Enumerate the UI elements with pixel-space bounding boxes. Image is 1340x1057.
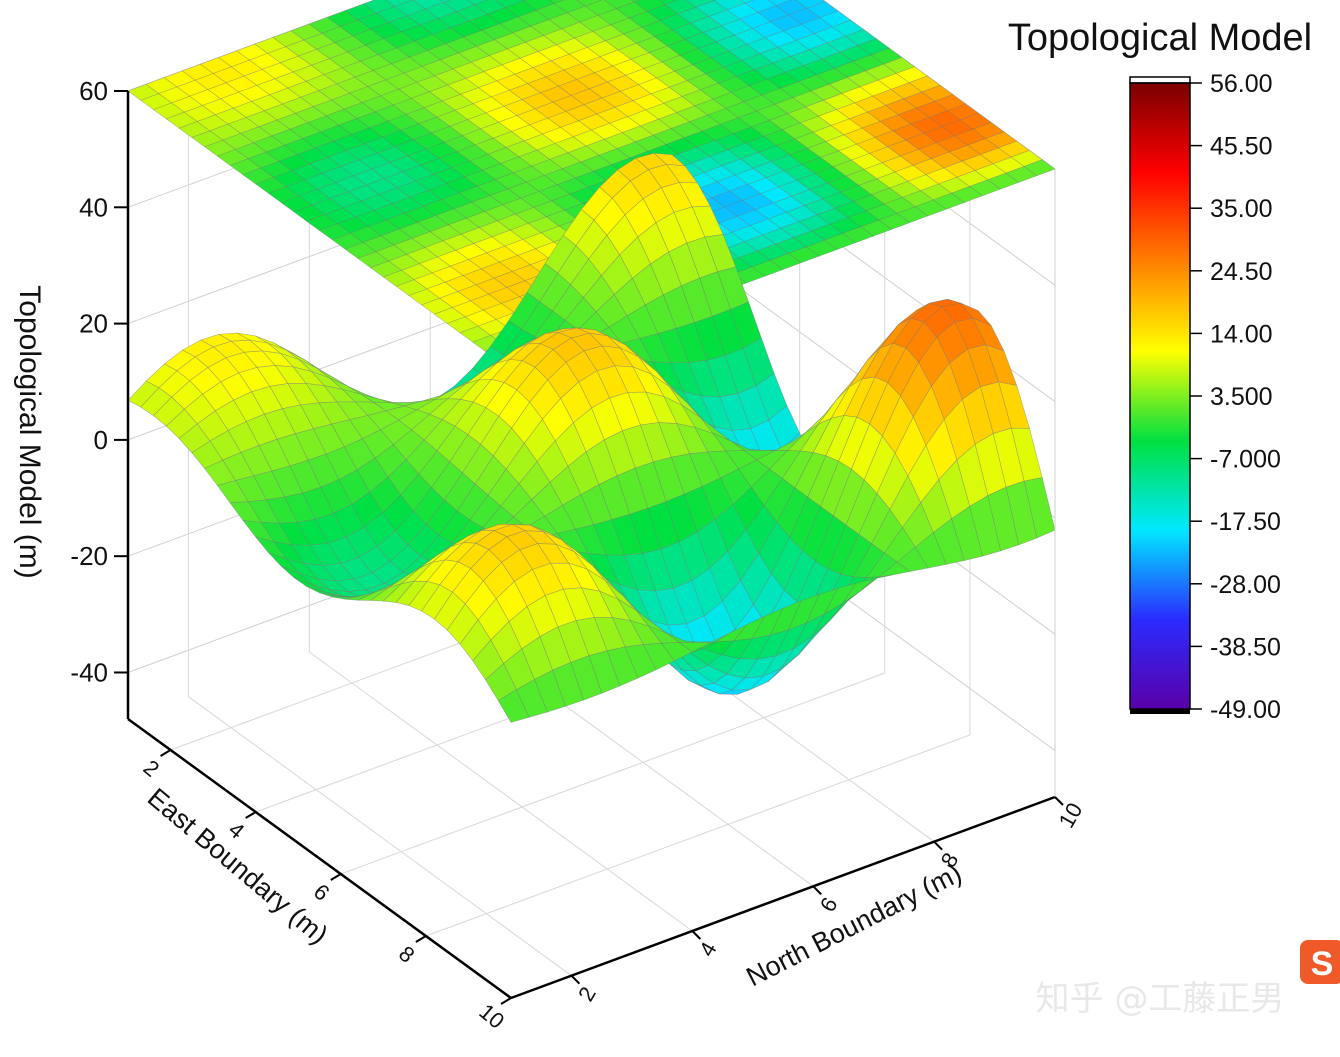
colorbar-tick-label: -38.50 [1210, 633, 1281, 661]
colorbar-tick-label: 35.00 [1210, 195, 1273, 223]
x-tick [245, 811, 257, 819]
grid-line [309, 651, 693, 932]
watermark-text: 知乎 @工藤正男 [1036, 979, 1285, 1019]
y-tick [1054, 796, 1064, 806]
y-tick-label: 6 [815, 893, 843, 916]
contour-cell [658, 0, 679, 5]
y-tick [933, 840, 943, 851]
contour-cell [521, 0, 527, 2]
x-tick [500, 997, 512, 1005]
contour-cell [467, 0, 489, 6]
contour-cell [713, 0, 717, 1]
z-tick-label: 20 [79, 309, 108, 339]
contour-cell [439, 0, 452, 3]
grid-line [425, 734, 971, 937]
colorbar-tick-label: 24.50 [1210, 258, 1273, 286]
x-tick-label: 2 [139, 755, 164, 782]
x-tick [330, 873, 342, 881]
colorbar-tick-label: 56.00 [1210, 70, 1273, 98]
y-tick-label: 10 [1054, 798, 1088, 832]
colorbar-tick-label: -17.50 [1210, 508, 1281, 536]
watermark-badge-letter: S [1311, 945, 1334, 983]
colorbar-tick-label: -28.00 [1210, 571, 1281, 599]
watermark: 知乎 @工藤正男 S [1036, 940, 1340, 1019]
x-tick [415, 935, 427, 943]
x-tick-label: 8 [394, 941, 419, 968]
colorbar-tick-label: 45.50 [1210, 133, 1273, 161]
surface-mesh [127, 152, 1056, 723]
x-tick-label: 6 [309, 879, 334, 906]
colorbar-tick-label: 3.500 [1210, 383, 1273, 411]
grid-line [188, 696, 572, 977]
colorbar: 56.00 45.50 35.00 24.50 14.00 3.500 -7.000 -17.… [1129, 70, 1281, 724]
colorbar-tick-label: -7.000 [1210, 446, 1281, 474]
contour-cell [385, 0, 414, 7]
contour-cell [767, 0, 793, 7]
y-axis-line [510, 795, 1056, 1000]
contour-cell [631, 0, 641, 3]
watermark-badge-icon [1300, 940, 1340, 984]
z-tick-label: 60 [79, 76, 108, 106]
y-tick [691, 930, 702, 940]
x-axis-label: East Boundary (m) [142, 782, 334, 950]
x-tick-label: 10 [474, 999, 509, 1034]
contour-cell [549, 0, 565, 4]
z-tick-label: 0 [94, 425, 108, 455]
surface-cell [497, 689, 530, 723]
y-tick-label: 2 [573, 982, 601, 1005]
colorbar-gradient [1129, 82, 1191, 710]
y-tick [812, 885, 822, 896]
colorbar-max-cap [1129, 76, 1191, 84]
y-tick [570, 974, 581, 985]
z-tick-label: -20 [70, 541, 108, 571]
contour-cell [740, 0, 755, 4]
colorbar-tick-label: -49.00 [1210, 696, 1281, 724]
z-tick-label: -40 [70, 657, 108, 687]
colorbar-min-cap [1130, 709, 1190, 714]
x-axis-line [127, 717, 512, 1000]
grid-line [340, 672, 885, 875]
x-tick [160, 749, 172, 757]
z-tick-label: 40 [79, 192, 108, 222]
chart-title: Topological Model [1008, 17, 1312, 59]
y-axis-label: North Boundary (m) [741, 858, 966, 992]
y-tick-label: 4 [694, 938, 722, 961]
contour-cell [576, 0, 603, 7]
z-axis-label: Topological Model (m) [13, 285, 46, 578]
colorbar-tick-label: 14.00 [1210, 320, 1273, 348]
